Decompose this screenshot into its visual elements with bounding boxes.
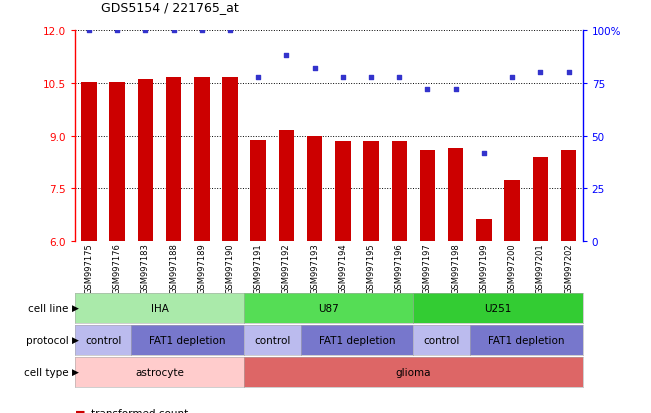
Text: protocol: protocol — [25, 335, 68, 345]
Point — [281, 53, 292, 59]
Point — [535, 70, 546, 76]
Text: FAT1 depletion: FAT1 depletion — [319, 335, 395, 345]
Bar — [307, 136, 322, 242]
Point — [253, 74, 264, 81]
Point — [507, 74, 518, 81]
Bar — [166, 78, 182, 242]
Text: control: control — [254, 335, 290, 345]
Point — [422, 87, 433, 93]
Bar — [137, 79, 153, 242]
Point — [309, 66, 320, 72]
Point — [140, 28, 150, 34]
Text: glioma: glioma — [396, 367, 431, 377]
Bar — [194, 78, 210, 242]
Bar — [533, 157, 548, 242]
Bar — [561, 150, 576, 242]
Point — [197, 28, 207, 34]
Bar — [109, 83, 125, 242]
Bar — [81, 83, 97, 242]
Point — [338, 74, 348, 81]
Text: control: control — [423, 335, 460, 345]
Point — [366, 74, 376, 81]
Text: ▶: ▶ — [72, 304, 79, 313]
Text: cell type: cell type — [23, 367, 68, 377]
Point — [84, 28, 94, 34]
Text: GDS5154 / 221765_at: GDS5154 / 221765_at — [101, 2, 239, 14]
Point — [225, 28, 235, 34]
Text: IHA: IHA — [150, 303, 169, 313]
Bar — [251, 140, 266, 242]
Bar — [505, 180, 520, 242]
Text: ■: ■ — [75, 408, 85, 413]
Text: U251: U251 — [484, 303, 512, 313]
Text: transformed count: transformed count — [91, 408, 188, 413]
Text: control: control — [85, 335, 121, 345]
Point — [394, 74, 404, 81]
Text: astrocyte: astrocyte — [135, 367, 184, 377]
Bar — [335, 142, 351, 242]
Bar — [420, 150, 436, 242]
Bar — [476, 220, 492, 242]
Point — [112, 28, 122, 34]
Bar — [363, 142, 379, 242]
Text: ▶: ▶ — [72, 367, 79, 376]
Bar — [222, 77, 238, 242]
Bar — [279, 131, 294, 242]
Text: FAT1 depletion: FAT1 depletion — [150, 335, 226, 345]
Point — [478, 150, 489, 157]
Bar — [391, 142, 407, 242]
Point — [169, 28, 179, 34]
Point — [450, 87, 461, 93]
Text: FAT1 depletion: FAT1 depletion — [488, 335, 564, 345]
Text: ▶: ▶ — [72, 335, 79, 344]
Text: U87: U87 — [318, 303, 339, 313]
Point — [563, 70, 574, 76]
Bar — [448, 149, 464, 242]
Text: cell line: cell line — [28, 303, 68, 313]
